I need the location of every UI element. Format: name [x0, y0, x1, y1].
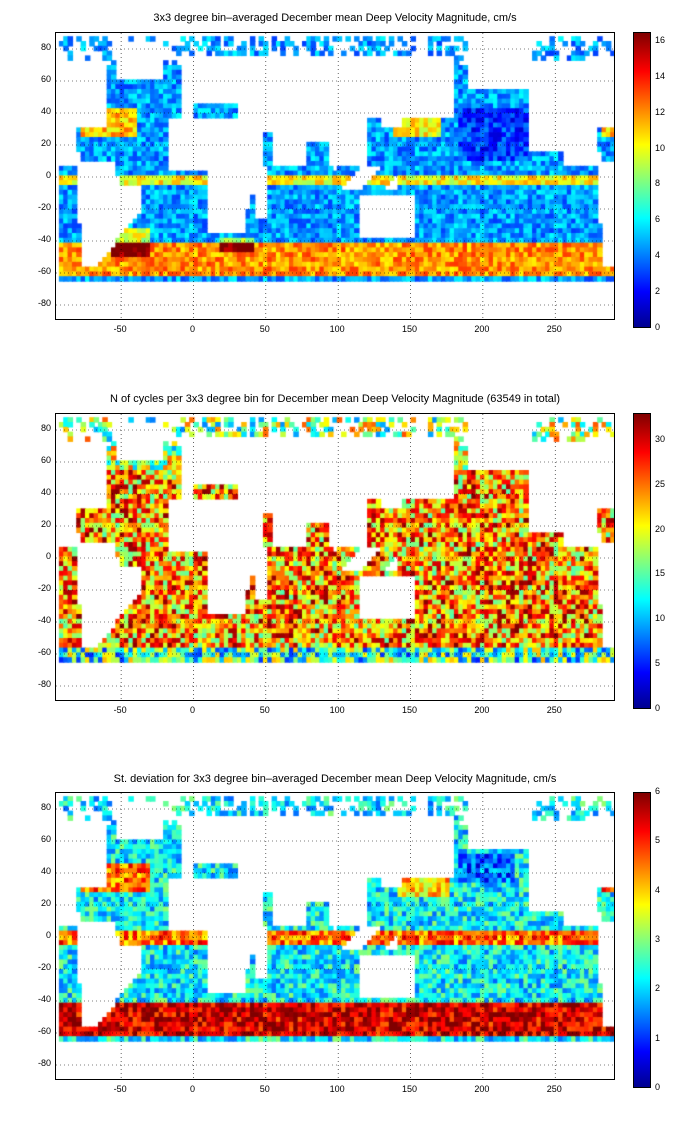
x-tick-label: 100 — [329, 1084, 345, 1094]
y-tick-label: -80 — [37, 298, 51, 308]
y-tick-label: 20 — [40, 519, 51, 529]
panel-title: St. deviation for 3x3 degree bin–average… — [113, 773, 557, 785]
colorbar-tick-label: 30 — [655, 433, 666, 444]
y-tick-label: -60 — [37, 266, 51, 276]
x-tick-label: 150 — [402, 324, 418, 334]
y-tick-label: 60 — [40, 455, 51, 465]
colorbar-tick-label: 6 — [655, 214, 661, 225]
x-tick-label: 250 — [546, 705, 562, 715]
y-tick-label: 0 — [45, 930, 51, 940]
colorbar-tick-label: 12 — [655, 106, 666, 117]
y-tick-label: 20 — [40, 138, 51, 148]
x-tick-label: 50 — [259, 324, 270, 334]
colorbar-tick-label: 1 — [655, 1032, 661, 1043]
x-tick-label: 0 — [189, 705, 195, 715]
x-tick-label: 150 — [402, 705, 418, 715]
x-tick-label: 200 — [474, 1084, 490, 1094]
x-tick-label: 50 — [259, 705, 270, 715]
x-tick-label: 250 — [546, 1084, 562, 1094]
y-tick-label: -40 — [37, 994, 51, 1004]
y-tick-label: -60 — [37, 1026, 51, 1036]
colorbar-tick-label: 4 — [655, 884, 661, 895]
panel-title: 3x3 degree bin–averaged December mean De… — [153, 12, 517, 24]
colorbar-tick-label: 0 — [655, 322, 661, 332]
colorbar — [633, 32, 651, 328]
panel-title: N of cycles per 3x3 degree bin for Decem… — [109, 393, 561, 405]
colorbar-tick-label: 0 — [655, 703, 661, 713]
colorbar-tick-label: 6 — [655, 786, 661, 796]
colorbar-tick-label: 8 — [655, 178, 661, 189]
y-tick-label: 0 — [45, 551, 51, 561]
y-tick-label: 0 — [45, 170, 51, 180]
y-tick-label: 40 — [40, 487, 51, 497]
x-tick-label: 0 — [189, 324, 195, 334]
x-tick-label: 50 — [259, 1084, 270, 1094]
x-tick-label: 150 — [402, 1084, 418, 1094]
colorbar-tick-label: 2 — [655, 983, 661, 994]
y-tick-label: 80 — [40, 802, 51, 812]
y-tick-label: 40 — [40, 866, 51, 876]
cycle-bin-grid — [56, 414, 614, 700]
x-tick-label: -50 — [113, 1084, 127, 1094]
std-bin-grid — [56, 793, 614, 1079]
x-tick-label: 100 — [329, 324, 345, 334]
colorbar-tick-label: 14 — [655, 70, 666, 81]
colorbar-tick-label: 15 — [655, 568, 666, 579]
y-tick-label: -80 — [37, 1058, 51, 1068]
colorbar-tick-label: 5 — [655, 835, 661, 846]
velocity-map — [55, 32, 615, 320]
colorbar-tick-label: 5 — [655, 658, 661, 669]
y-tick-label: 20 — [40, 898, 51, 908]
x-tick-label: -50 — [113, 705, 127, 715]
colorbar-tick-label: 4 — [655, 250, 661, 261]
y-tick-label: -20 — [37, 962, 51, 972]
y-tick-label: 60 — [40, 74, 51, 84]
std-deviation-map — [55, 792, 615, 1080]
x-tick-label: 200 — [474, 324, 490, 334]
cycle-count-map — [55, 413, 615, 701]
colorbar-tick-label: 20 — [655, 523, 666, 534]
y-tick-label: -20 — [37, 583, 51, 593]
y-tick-label: 40 — [40, 106, 51, 116]
colorbar — [633, 792, 651, 1088]
velocity-bin-grid — [56, 33, 614, 319]
x-tick-label: 200 — [474, 705, 490, 715]
colorbar-tick-label: 10 — [655, 142, 666, 153]
colorbar-tick-label: 3 — [655, 934, 661, 944]
colorbar-tick-label: 16 — [655, 34, 666, 45]
y-tick-label: -20 — [37, 202, 51, 212]
colorbar — [633, 413, 651, 709]
y-tick-label: 80 — [40, 42, 51, 52]
y-tick-label: -40 — [37, 615, 51, 625]
colorbar-tick-label: 2 — [655, 286, 661, 297]
y-tick-label: 60 — [40, 834, 51, 844]
map-overlay — [56, 414, 614, 700]
colorbar-tick-label: 25 — [655, 478, 666, 489]
map-overlay — [56, 793, 614, 1079]
x-tick-label: 0 — [189, 1084, 195, 1094]
y-tick-label: 80 — [40, 423, 51, 433]
colorbar-tick-label: 0 — [655, 1082, 661, 1092]
x-tick-label: 100 — [329, 705, 345, 715]
map-overlay — [56, 33, 614, 319]
y-tick-label: -40 — [37, 234, 51, 244]
x-tick-label: -50 — [113, 324, 127, 334]
colorbar-tick-label: 10 — [655, 613, 666, 624]
x-tick-label: 250 — [546, 324, 562, 334]
y-tick-label: -80 — [37, 679, 51, 689]
y-tick-label: -60 — [37, 647, 51, 657]
